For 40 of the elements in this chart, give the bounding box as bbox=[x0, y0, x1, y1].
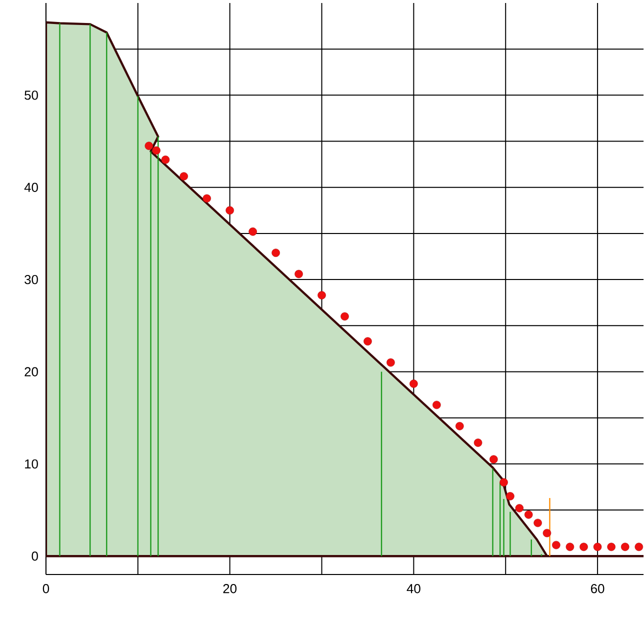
point bbox=[607, 542, 616, 552]
point bbox=[180, 172, 188, 181]
point bbox=[152, 146, 160, 155]
point bbox=[226, 206, 234, 215]
point bbox=[542, 529, 552, 538]
point bbox=[515, 504, 524, 513]
x-tick-label: 20 bbox=[223, 584, 237, 594]
point bbox=[410, 380, 418, 388]
point bbox=[456, 422, 464, 430]
y-tick-label: 10 bbox=[25, 460, 38, 469]
point bbox=[432, 401, 441, 410]
y-tick-label: 30 bbox=[24, 275, 38, 284]
point bbox=[144, 142, 154, 150]
point bbox=[593, 542, 602, 552]
point bbox=[294, 270, 303, 278]
point bbox=[272, 248, 280, 258]
point bbox=[474, 438, 482, 448]
x-tick-label: 0 bbox=[42, 584, 50, 594]
point bbox=[620, 542, 630, 552]
point bbox=[580, 542, 588, 552]
point bbox=[534, 519, 542, 528]
x-tick-label: 40 bbox=[406, 584, 420, 594]
point bbox=[500, 478, 508, 487]
y-tick-label: 0 bbox=[32, 552, 38, 561]
point bbox=[490, 455, 498, 464]
y-tick-label: 20 bbox=[24, 367, 38, 377]
point bbox=[566, 542, 574, 552]
point bbox=[386, 358, 395, 367]
y-tick-label: 40 bbox=[24, 183, 38, 192]
point bbox=[506, 492, 514, 501]
point bbox=[364, 337, 372, 346]
point bbox=[552, 541, 560, 550]
point bbox=[202, 194, 211, 203]
point bbox=[161, 156, 170, 164]
point bbox=[340, 312, 349, 321]
x-tick-label: 60 bbox=[591, 584, 604, 594]
point bbox=[318, 291, 326, 300]
point bbox=[524, 510, 533, 519]
y-tick-label: 50 bbox=[24, 90, 38, 100]
point bbox=[248, 228, 257, 236]
